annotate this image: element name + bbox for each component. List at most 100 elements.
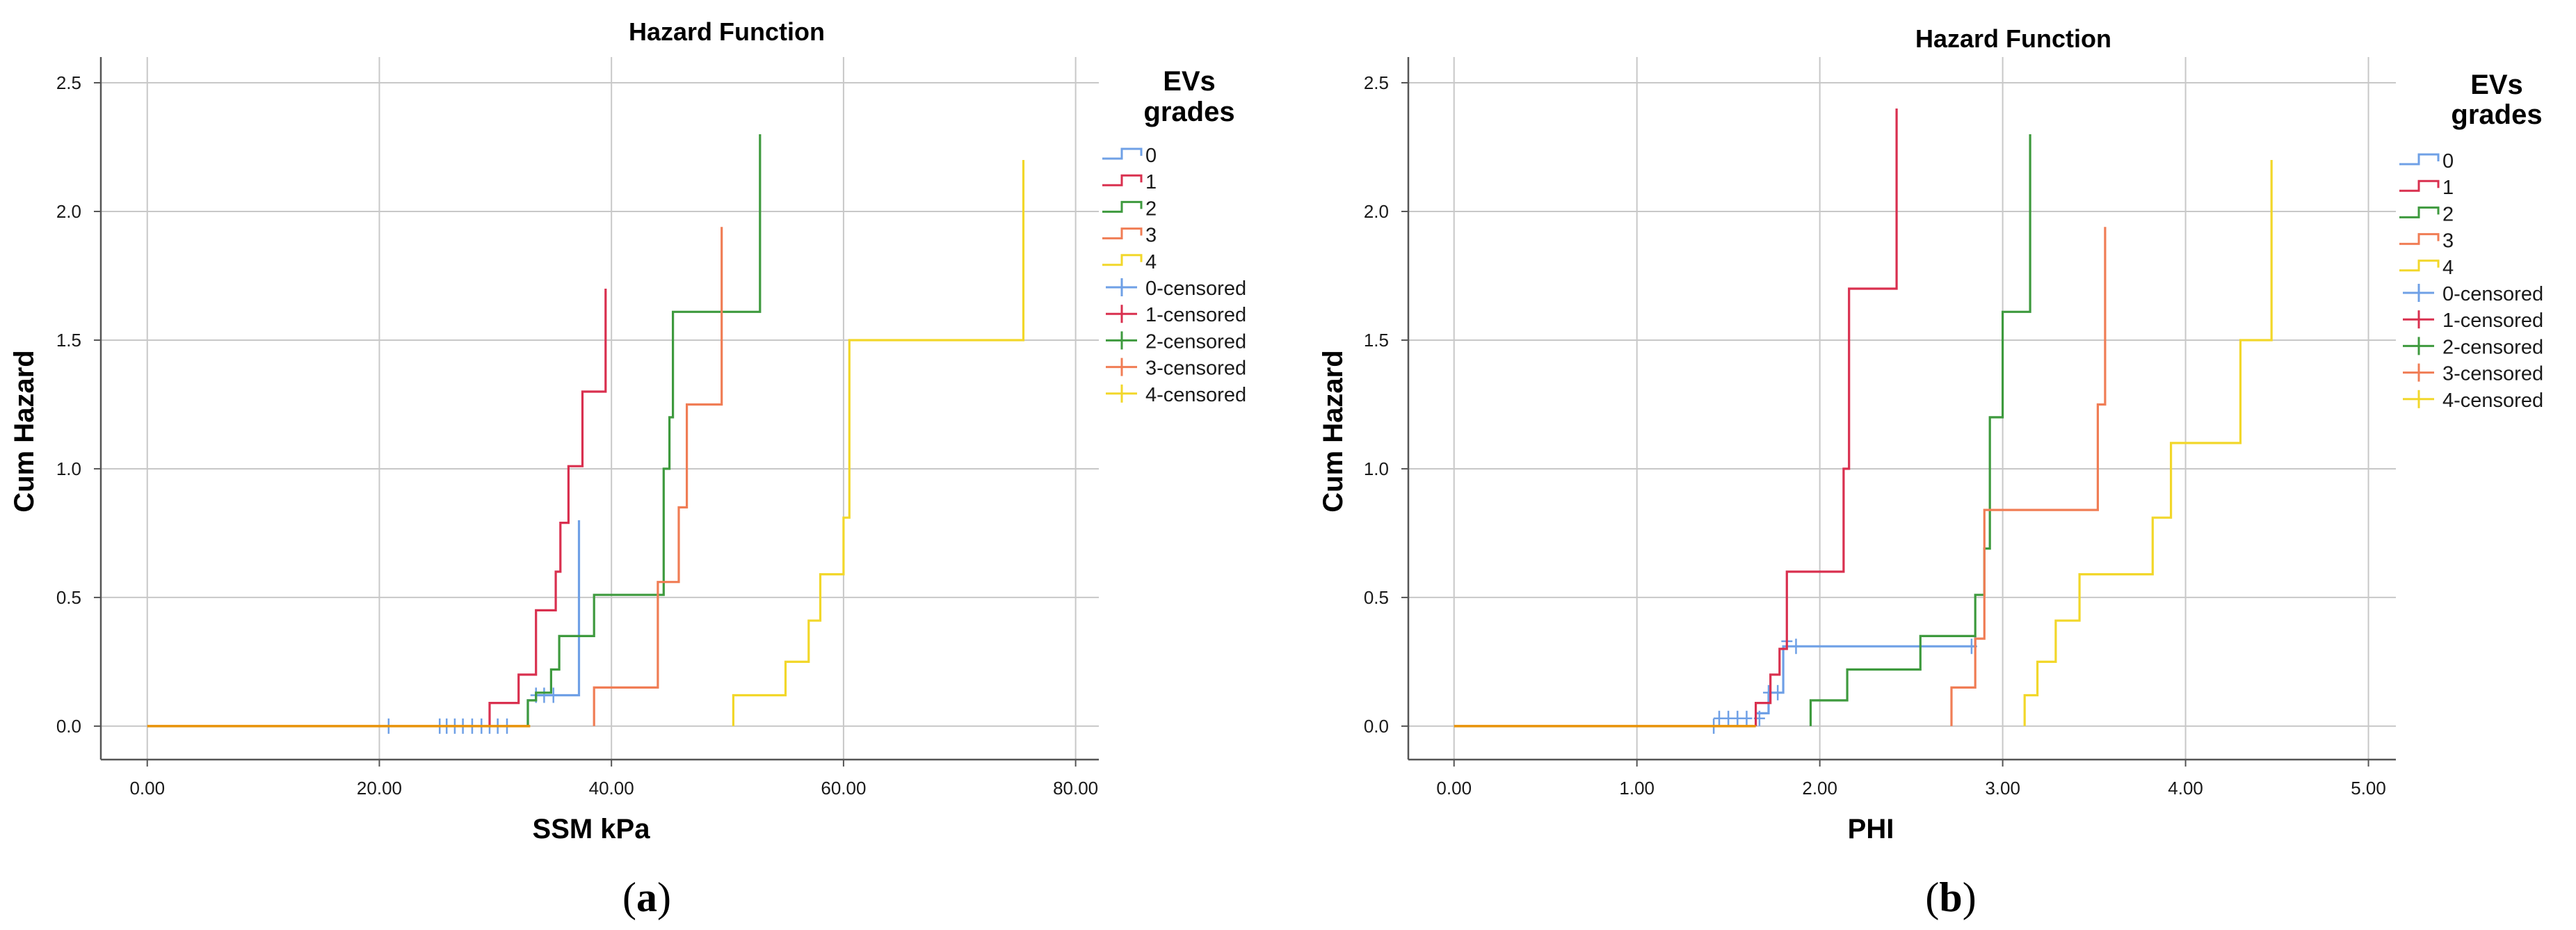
legend-swatch-step — [2399, 179, 2440, 192]
x-tick-label: 20.00 — [357, 778, 402, 799]
x-axis-label: PHI — [1848, 814, 1894, 844]
series-line-grade-4 — [2023, 160, 2273, 726]
x-tick-label: 0.00 — [129, 778, 165, 799]
series-line-grade-1 — [488, 289, 607, 726]
x-tick-label: 3.00 — [1985, 778, 2020, 799]
legend-label: 4-censored — [1145, 384, 1246, 406]
y-tick-label: 2.5 — [56, 72, 81, 93]
x-tick-label: 0.00 — [1436, 778, 1472, 799]
legend-item: 3 — [1102, 225, 1157, 247]
panel-label-open-paren: ( — [1925, 874, 1939, 920]
y-tick-label: 2.5 — [1364, 72, 1389, 93]
legend-label: 2-censored — [1145, 330, 1246, 353]
legend-label: 1-censored — [1145, 304, 1246, 326]
legend-swatch-step — [1102, 254, 1143, 266]
legend-label: 2 — [2442, 203, 2454, 225]
x-tick-label: 40.00 — [589, 778, 634, 799]
series-line-grade-2 — [526, 134, 762, 726]
y-tick-label: 2.0 — [56, 201, 81, 222]
y-tick-label: 2.0 — [1364, 201, 1389, 222]
legend-title-line2: grades — [1143, 97, 1234, 127]
legend-swatch-step — [2399, 206, 2440, 218]
legend-item: 0-censored — [1106, 278, 1246, 300]
legend-item: 4-censored — [2403, 390, 2543, 412]
chart-title: Hazard Function — [1915, 24, 2111, 53]
panel-a-chart: 0.00 20.00 40.00 60.00 80.00 0.0 0.5 1.0 1.5 2.0 2… — [9, 17, 1246, 920]
legend-title-line1: EVs — [2470, 70, 2523, 100]
panel-label-letter: b — [1939, 874, 1962, 920]
legend-label: 4-censored — [2442, 390, 2543, 412]
panel-label: (b) — [1925, 874, 1976, 920]
legend-item: 1-censored — [2403, 310, 2543, 332]
y-tick-label: 1.0 — [56, 458, 81, 479]
legend-label: 2-censored — [2442, 336, 2543, 358]
censored-mark-grade-0 — [1741, 710, 1753, 726]
legend-label: 2 — [1145, 198, 1157, 220]
y-axis-label: Cum Hazard — [1318, 350, 1349, 512]
legend-item: 2 — [1102, 198, 1157, 220]
legend-item: 4-censored — [1106, 384, 1246, 406]
legend-item: 2 — [2399, 203, 2454, 225]
legend-item: 1-censored — [1106, 304, 1246, 326]
legend-label: 0 — [2442, 150, 2454, 173]
x-tick-label: 1.00 — [1619, 778, 1655, 799]
chart-title: Hazard Function — [629, 17, 825, 46]
legend-label: 4 — [2442, 257, 2454, 279]
legend-item: 2-censored — [2403, 336, 2543, 358]
y-tick-label: 0.0 — [1364, 716, 1389, 737]
y-tick-label: 1.5 — [1364, 330, 1389, 351]
x-tick-label: 2.00 — [1802, 778, 1837, 799]
legend-item: 4 — [2399, 257, 2454, 279]
censored-mark-grade-0 — [1772, 684, 1784, 700]
x-tick-label: 4.00 — [2168, 778, 2203, 799]
legend-title-line2: grades — [2451, 99, 2542, 130]
legend-swatch-step — [1102, 200, 1143, 213]
legend-swatch-step — [1102, 147, 1143, 160]
legend-item: 3 — [2399, 230, 2454, 252]
series-line-grade-2 — [1809, 134, 2031, 726]
legend-swatch-step — [2399, 153, 2440, 166]
legend-swatch-step — [2399, 233, 2440, 246]
panel-label: (a) — [622, 874, 671, 920]
y-tick-label: 1.0 — [1364, 458, 1389, 479]
censored-mark-grade-0 — [538, 687, 550, 703]
legend-item: 2-censored — [1106, 330, 1246, 353]
legend-swatch-step — [2399, 259, 2440, 272]
legend-item: 1 — [2399, 177, 2454, 199]
legend-label: 1-censored — [2442, 310, 2543, 332]
legend-item: 1 — [1102, 171, 1157, 193]
legend-item: 3-censored — [2403, 363, 2543, 385]
legend-label: 1 — [2442, 177, 2454, 199]
panel-label-open-paren: ( — [622, 874, 636, 920]
censored-mark-grade-0 — [1790, 639, 1802, 655]
censored-mark-grade-0 — [547, 687, 559, 703]
x-axis-label: SSM kPa — [533, 814, 651, 844]
legend-swatch-step — [1102, 227, 1143, 240]
x-tick-label: 80.00 — [1053, 778, 1098, 799]
x-tick-label: 5.00 — [2351, 778, 2386, 799]
legend-label: 0 — [1145, 145, 1157, 167]
legend-swatch-step — [1102, 174, 1143, 186]
legend-label: 3-censored — [2442, 363, 2543, 385]
legend-label: 0-censored — [1145, 278, 1246, 300]
series-line-grade-3 — [593, 227, 723, 726]
panel-label-letter: a — [636, 874, 657, 920]
panel-b-chart: 0.00 1.00 2.00 3.00 4.00 5.00 0.0 0.5 1.0 1.5 2.0 2… — [1318, 24, 2543, 920]
y-tick-label: 0.5 — [1364, 587, 1389, 608]
legend-item: 0 — [1102, 145, 1157, 167]
x-tick-label: 60.00 — [821, 778, 866, 799]
y-axis-label: Cum Hazard — [9, 350, 40, 512]
legend-item: 4 — [1102, 251, 1157, 273]
panel-label-close-paren: ) — [657, 874, 671, 920]
legend-label: 3 — [1145, 225, 1157, 247]
legend-label: 3 — [2442, 230, 2454, 252]
legend-title-line1: EVs — [1163, 66, 1216, 97]
y-tick-label: 0.5 — [56, 587, 81, 608]
y-tick-label: 1.5 — [56, 330, 81, 351]
series-line-grade-4 — [732, 160, 1025, 726]
legend-label: 1 — [1145, 171, 1157, 193]
